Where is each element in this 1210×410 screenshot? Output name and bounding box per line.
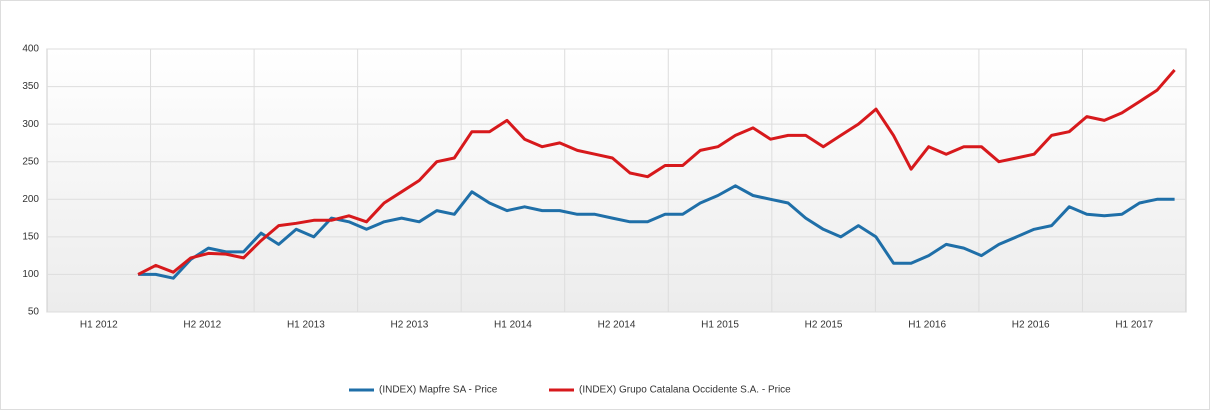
y-tick-label: 250	[22, 156, 39, 167]
x-tick-label: H2 2015	[805, 320, 843, 331]
x-tick-label: H1 2015	[701, 320, 739, 331]
legend-label: (INDEX) Grupo Catalana Occidente S.A. - …	[579, 385, 791, 396]
x-tick-label: H1 2014	[494, 320, 532, 331]
x-tick-label: H1 2017	[1115, 320, 1153, 331]
x-tick-label: H2 2014	[598, 320, 636, 331]
plot-area	[46, 48, 1187, 313]
x-tick-label: H1 2013	[287, 320, 325, 331]
y-tick-label: 400	[22, 44, 39, 55]
series-line	[137, 69, 1176, 276]
x-tick-label: H1 2012	[80, 320, 118, 331]
y-tick-label: 300	[22, 119, 39, 130]
y-tick-label: 200	[22, 194, 39, 205]
y-tick-label: 150	[22, 231, 39, 242]
series-line	[138, 184, 1175, 280]
y-tick-label: 350	[22, 81, 39, 92]
legend-label: (INDEX) Mapfre SA - Price	[379, 385, 498, 396]
x-tick-label: H2 2013	[391, 320, 429, 331]
x-tick-label: H1 2016	[908, 320, 946, 331]
x-tick-label: H2 2016	[1012, 320, 1050, 331]
y-tick-label: 100	[22, 269, 39, 280]
x-tick-label: H2 2012	[183, 320, 221, 331]
y-tick-label: 50	[28, 307, 40, 318]
